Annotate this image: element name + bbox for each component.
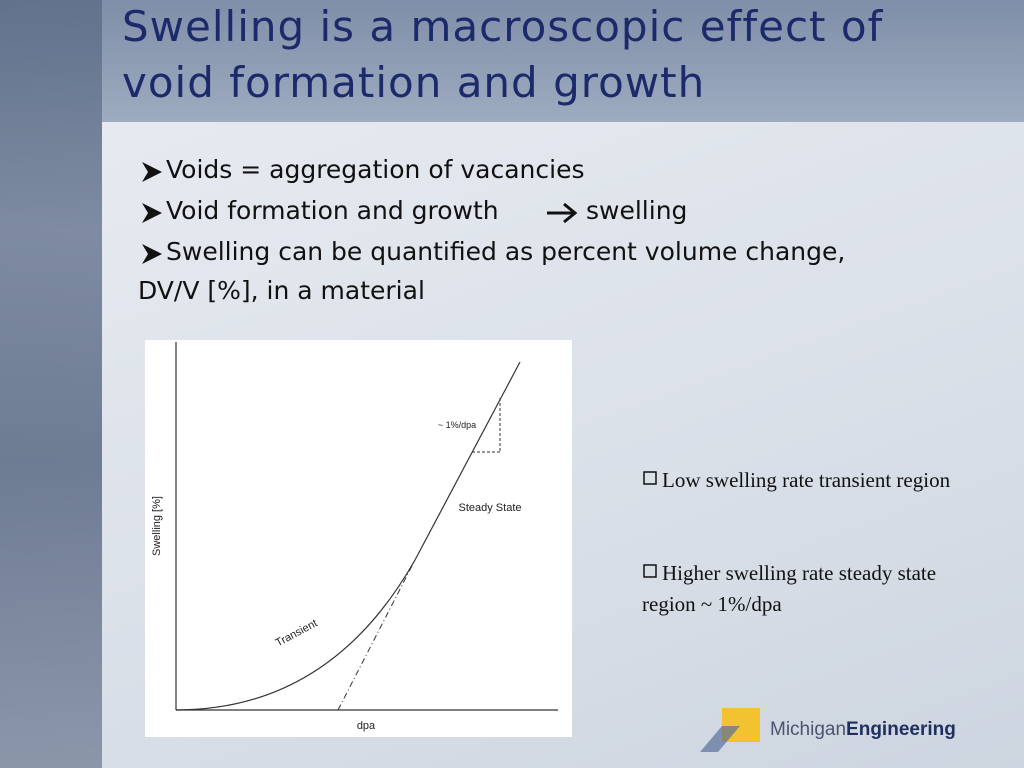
y-axis-label: Swelling [%] bbox=[151, 496, 163, 556]
bullet-text: Voids = aggregation of vacancies bbox=[166, 155, 585, 184]
bullet-text: swelling bbox=[586, 196, 688, 225]
x-axis-label: dpa bbox=[357, 720, 376, 732]
swelling-curve bbox=[175, 361, 521, 711]
slope-label: ~ 1%/dpa bbox=[438, 420, 476, 430]
region-label: Steady State bbox=[459, 502, 522, 514]
arrow bbox=[563, 202, 578, 224]
header-band bbox=[102, 0, 1024, 122]
extrapolation bbox=[337, 559, 416, 711]
bullet-marker bbox=[142, 244, 162, 264]
note-marker bbox=[643, 471, 657, 485]
bullet-text: DV/V [%], in a material bbox=[138, 276, 425, 305]
title-line: void formation and growth bbox=[122, 58, 706, 107]
logo-text: MichiganEngineering bbox=[770, 719, 956, 740]
title-line: Swelling is a macroscopic effect of bbox=[122, 2, 884, 51]
bullet-text: Void formation and growth bbox=[166, 196, 499, 225]
logo-first: Michigan bbox=[770, 719, 846, 740]
bullet-marker bbox=[142, 162, 162, 182]
bullet-marker bbox=[142, 203, 162, 223]
note: Higher swelling rate steady state region… bbox=[642, 561, 937, 616]
logo-second: Engineering bbox=[846, 719, 956, 740]
bullet-text: Swelling can be quantified as percent vo… bbox=[166, 237, 846, 266]
note: Low swelling rate transient region bbox=[662, 468, 951, 492]
note-marker bbox=[643, 564, 657, 578]
photo-strip bbox=[0, 0, 102, 768]
logo-mark bbox=[700, 726, 740, 752]
figure-frame bbox=[145, 340, 572, 737]
